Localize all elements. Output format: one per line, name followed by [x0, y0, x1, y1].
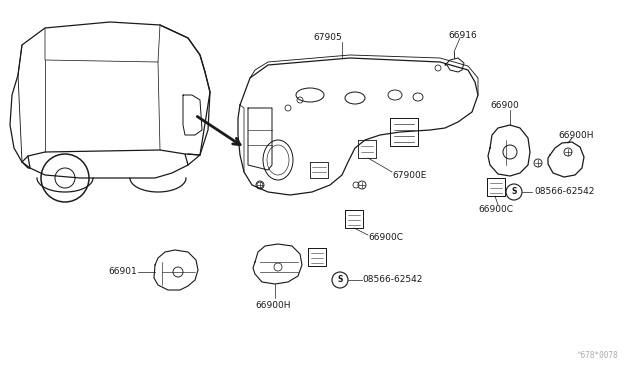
Text: 67900E: 67900E [392, 170, 426, 180]
Text: 66900C: 66900C [368, 234, 403, 243]
Text: ^678*0078: ^678*0078 [577, 351, 618, 360]
Text: 66901: 66901 [108, 267, 137, 276]
Text: 66900H: 66900H [558, 131, 593, 140]
Text: 67905: 67905 [313, 33, 342, 42]
Text: 08566-62542: 08566-62542 [362, 276, 422, 285]
Text: 08566-62542: 08566-62542 [534, 187, 595, 196]
Text: 66900C: 66900C [478, 205, 513, 215]
Text: 66900H: 66900H [255, 301, 291, 310]
Text: 66900: 66900 [490, 102, 519, 110]
Text: S: S [337, 276, 342, 285]
Text: S: S [511, 187, 516, 196]
Text: 66916: 66916 [448, 31, 477, 39]
